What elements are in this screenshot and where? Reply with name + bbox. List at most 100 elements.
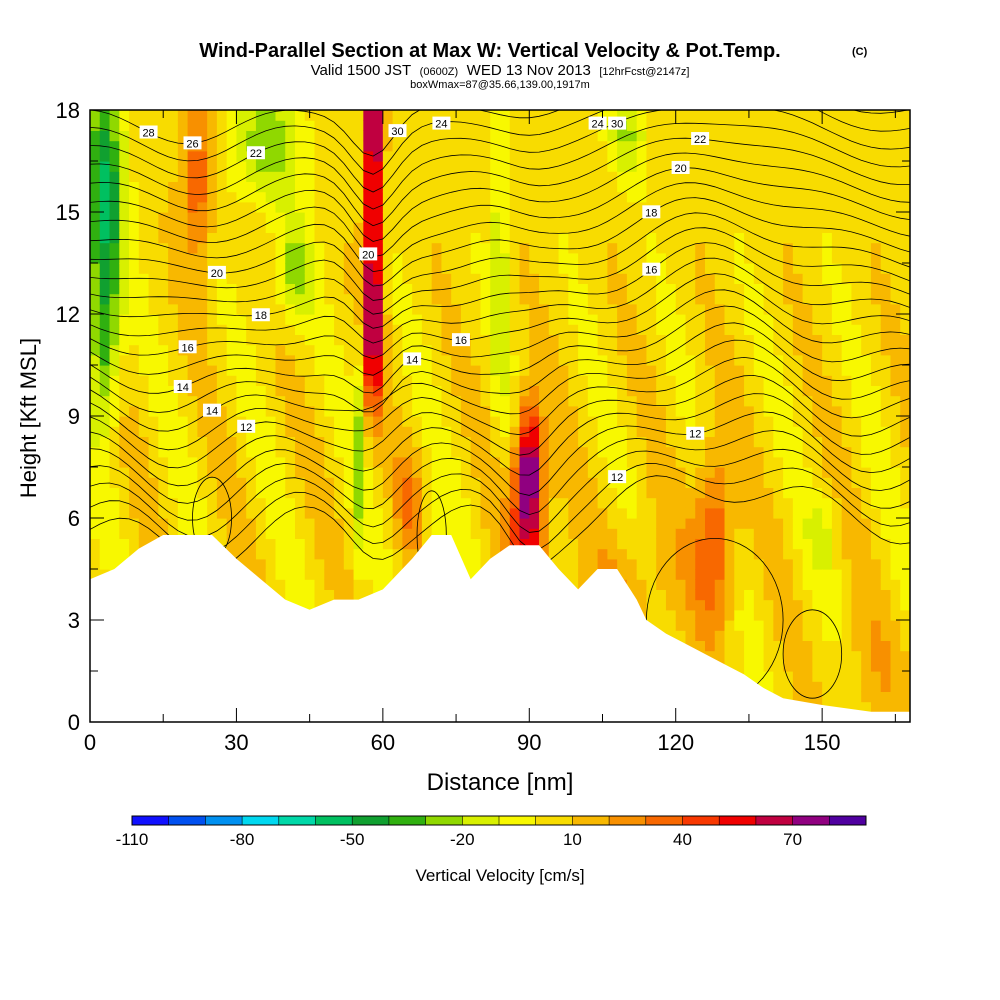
velocity-cell [558,354,569,366]
velocity-cell [138,324,150,335]
velocity-cell [734,609,745,621]
velocity-cell [763,273,774,284]
velocity-cell [802,477,813,488]
velocity-cell [568,518,579,529]
velocity-cell [773,436,784,448]
velocity-cell [558,344,569,356]
velocity-cell [558,161,569,172]
velocity-cell [460,365,472,376]
velocity-cell [724,324,735,335]
velocity-cell [373,252,384,264]
velocity-cell [529,283,540,295]
velocity-cell [168,487,179,499]
velocity-cell [353,375,364,386]
velocity-cell [714,365,726,376]
velocity-cell [695,263,706,274]
velocity-cell [695,395,706,407]
velocity-cell [343,365,355,376]
velocity-cell [744,130,755,142]
velocity-cell [851,671,862,682]
velocity-cell [431,212,443,223]
velocity-cell [792,140,804,152]
velocity-cell [246,334,257,346]
velocity-cell [617,569,628,580]
velocity-cell [509,507,521,519]
velocity-cell [99,436,111,448]
velocity-cell [138,314,150,325]
velocity-cell [158,212,169,223]
velocity-cell [285,140,296,152]
velocity-cell [841,426,853,437]
velocity-cell [626,150,638,162]
velocity-cell [412,130,423,142]
velocity-cell [275,222,286,233]
velocity-cell [831,212,843,223]
velocity-cell [705,324,716,335]
velocity-cell [216,283,228,295]
velocity-cell [373,334,384,346]
velocity-cell [363,354,374,366]
velocity-cell [324,354,335,366]
velocity-cell [617,181,628,193]
velocity-cell [890,436,901,448]
velocity-cell [99,518,111,529]
velocity-cell [665,609,677,621]
velocity-cell [353,140,364,152]
velocity-cell [792,344,804,356]
velocity-cell [275,212,286,223]
velocity-cell [509,405,521,417]
velocity-cell [861,283,872,295]
velocity-cell [207,416,218,427]
velocity-cell [890,426,901,437]
velocity-cell [597,324,608,335]
velocity-cell [548,232,560,244]
velocity-cell [265,497,277,509]
velocity-cell [431,303,443,315]
velocity-cell [831,477,843,488]
velocity-cell [421,334,433,346]
velocity-cell [822,212,833,223]
velocity-cell [568,344,579,356]
velocity-cell [509,436,521,448]
velocity-cell [890,150,901,162]
velocity-cell [812,324,823,335]
velocity-cell [480,548,491,560]
velocity-cell [587,283,599,295]
velocity-cell [597,242,608,254]
velocity-cell [216,293,228,305]
velocity-cell [216,140,228,152]
velocity-cell [148,252,159,264]
velocity-cell [870,599,882,611]
velocity-cell [373,446,384,458]
velocity-cell [148,426,159,437]
velocity-cell [490,395,501,407]
velocity-cell [314,212,325,223]
velocity-cell [578,467,589,478]
velocity-cell [636,518,648,529]
velocity-cell [646,609,657,621]
velocity-cell [890,365,901,376]
velocity-cell [285,242,296,254]
velocity-cell [646,161,657,172]
velocity-cell [285,426,296,437]
velocity-cell [656,456,667,468]
velocity-cell [236,201,247,213]
velocity-cell [890,497,901,509]
velocity-cell [529,191,540,203]
velocity-cell [812,232,823,244]
velocity-cell [158,191,169,203]
velocity-cell [822,426,833,437]
velocity-cell [744,344,755,356]
velocity-cell [812,344,823,356]
velocity-cell [724,538,735,550]
velocity-cell [119,467,130,478]
velocity-cell [539,507,550,519]
velocity-cell [451,487,462,499]
velocity-cell [724,609,735,621]
velocity-cell [148,283,159,295]
velocity-cell [705,385,716,397]
velocity-cell [402,365,413,376]
velocity-cell [744,150,755,162]
velocity-cell [568,426,579,437]
velocity-cell [343,528,355,539]
